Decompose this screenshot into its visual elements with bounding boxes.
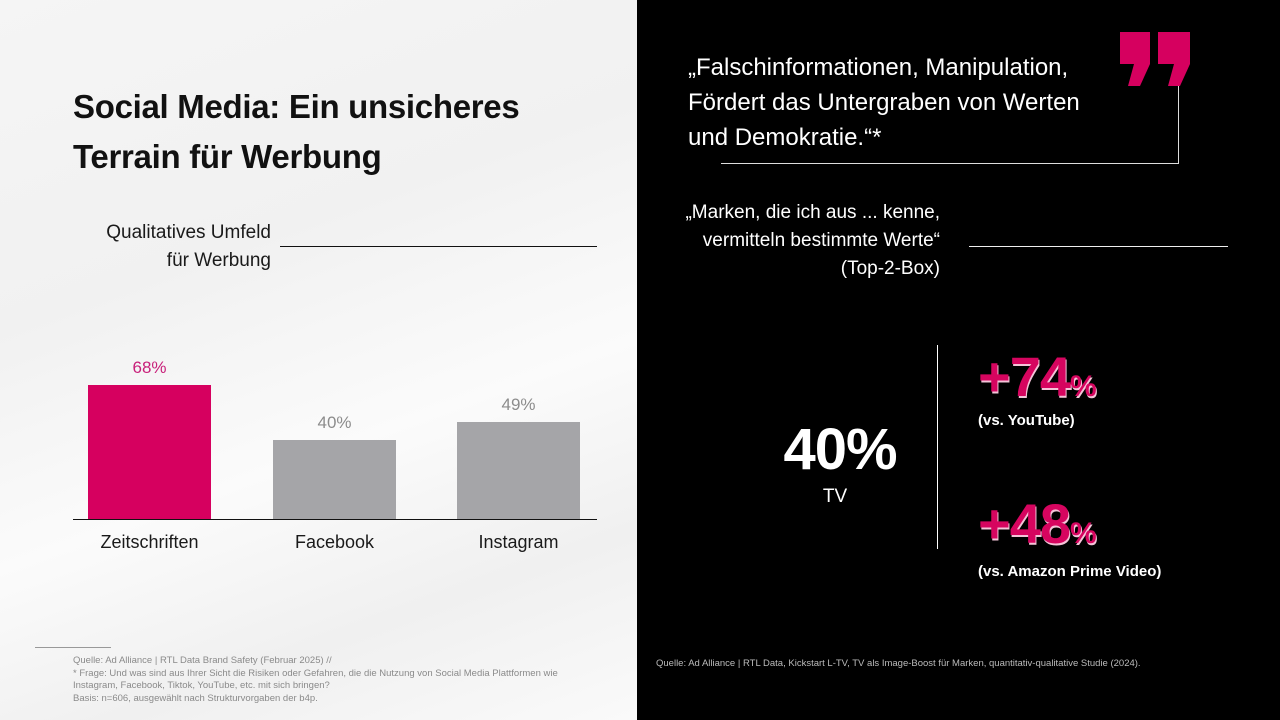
page-title: Social Media: Ein unsicheres Terrain für… <box>73 82 613 182</box>
footnote-left: Quelle: Ad Alliance | RTL Data Brand Saf… <box>73 655 603 705</box>
comparison-prime-value: +48% <box>978 493 1097 570</box>
chart-title-line-2: für Werbung <box>166 250 271 271</box>
page-title-line-2: Terrain für Werbung <box>73 138 382 175</box>
left-panel: Social Media: Ein unsicheres Terrain für… <box>0 0 637 720</box>
footnote-source: Quelle: Ad Alliance | RTL Data Brand Saf… <box>73 655 332 666</box>
quote-secondary-line-1: „Marken, die ich aus ... kenne, <box>685 202 940 223</box>
footnote-right: Quelle: Ad Alliance | RTL Data, Kickstar… <box>656 658 1141 669</box>
bar-value-label: 40% <box>317 413 352 432</box>
chart-title: Qualitatives Umfeld für Werbung <box>40 219 271 275</box>
footnote-question-2: Instagram, Facebook, Tiktok, YouTube, et… <box>73 680 330 691</box>
quote-frame-vertical <box>1178 86 1179 164</box>
chart-baseline <box>73 519 597 520</box>
footnote-basis: Basis: n=606, ausgewählt nach Strukturvo… <box>73 692 318 704</box>
right-panel <box>637 0 1280 720</box>
comparison-prime-label: (vs. Amazon Prime Video) <box>978 563 1162 580</box>
quote-secondary-rule <box>969 246 1228 247</box>
comparison-youtube-label: (vs. YouTube) <box>978 412 1075 429</box>
quote-primary-line-2: Fördert das Untergraben von Werten <box>688 89 1080 116</box>
bar-value-label: 68% <box>132 358 167 377</box>
page-title-line-1: Social Media: Ein unsicheres <box>73 88 520 125</box>
comparison-youtube-unit: % <box>1070 370 1097 403</box>
bar-chart: 68% Zeitschriften 40% Facebook 49% Instagram <box>0 0 637 720</box>
bar-instagram <box>457 422 580 519</box>
comparison-prime-unit: % <box>1070 517 1097 550</box>
quote-secondary-line-2: vermitteln bestimmte Werte“ <box>702 230 940 251</box>
quote-secondary-line-3: (Top-2-Box) <box>840 258 940 279</box>
comparison-prime-number: +48 <box>978 492 1071 555</box>
quote-primary: „Falschinformationen, Manipulation, Förd… <box>688 50 1128 155</box>
quote-frame-horizontal <box>721 163 1179 164</box>
footnote-rule <box>35 647 111 648</box>
tv-stat-value: 40% <box>783 417 897 482</box>
category-label: Facebook <box>294 532 375 552</box>
tv-stat-label: TV <box>822 486 848 507</box>
quote-primary-line-1: „Falschinformationen, Manipulation, <box>688 54 1069 81</box>
bar-facebook <box>273 440 396 519</box>
comparison-youtube-value: +74% <box>978 346 1097 423</box>
bar-value-label: 49% <box>501 395 536 414</box>
category-label: Zeitschriften <box>100 532 199 552</box>
chart-title-line-1: Qualitatives Umfeld <box>106 222 271 243</box>
stat-divider <box>937 345 938 549</box>
bar-zeitschriften <box>88 385 211 519</box>
comparison-youtube-number: +74 <box>978 345 1071 408</box>
closing-quote-icon <box>1120 32 1190 86</box>
category-label: Instagram <box>478 532 559 552</box>
quote-secondary: „Marken, die ich aus ... kenne, vermitte… <box>640 199 940 283</box>
footnote-question-1: * Frage: Und was sind aus Ihrer Sicht di… <box>73 667 558 679</box>
quote-primary-line-3: und Demokratie.“* <box>688 124 882 151</box>
section-rule <box>280 246 597 247</box>
